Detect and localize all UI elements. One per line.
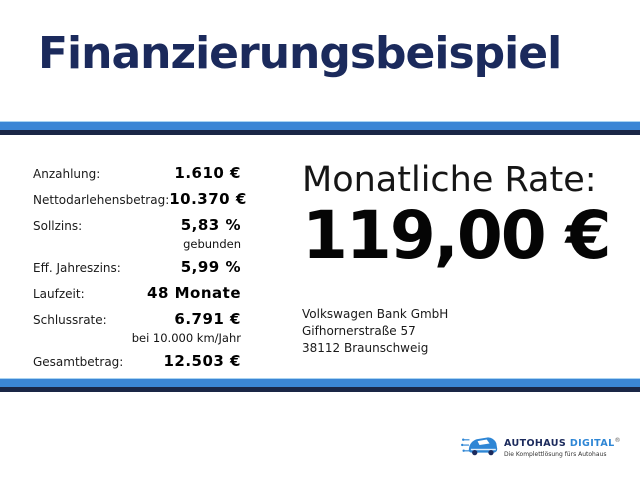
divider-bar-top-blue <box>0 121 640 130</box>
detail-row-anzahlung: Anzahlung: 1.610 € <box>33 164 241 182</box>
page-title: Finanzierungsbeispiel <box>38 28 562 79</box>
detail-label: Gesamtbetrag: <box>33 355 124 369</box>
detail-value: 48 Monate <box>147 284 241 302</box>
detail-note-schlussrate: bei 10.000 km/Jahr <box>131 331 241 345</box>
bank-address-line: Volkswagen Bank GmbH <box>302 307 449 321</box>
divider-bar-bottom <box>0 378 640 392</box>
detail-row-schlussrate: Schlussrate: 6.791 € <box>33 310 241 328</box>
detail-row-nettodarlehensbetrag: Nettodarlehensbetrag: 10.370 € <box>33 190 246 208</box>
divider-bar-top-navy <box>0 130 640 135</box>
detail-label: Laufzeit: <box>33 287 85 301</box>
detail-label: Schlussrate: <box>33 313 107 327</box>
detail-row-sollzins: Sollzins: 5,83 % <box>33 216 241 234</box>
detail-row-laufzeit: Laufzeit: 48 Monate <box>33 284 241 302</box>
divider-bar-bottom-navy <box>0 387 640 392</box>
logo-name-secondary: DIGITAL <box>569 438 615 450</box>
bank-address: Volkswagen Bank GmbH Gifhornerstraße 57 … <box>302 306 632 357</box>
detail-row-eff-jahreszins: Eff. Jahreszins: 5,99 % <box>33 258 241 276</box>
financing-details: Anzahlung: 1.610 € Nettodarlehensbetrag:… <box>33 164 246 378</box>
detail-value: 1.610 € <box>174 164 241 182</box>
bank-address-line: 38112 Braunschweig <box>302 341 429 355</box>
monthly-rate-section: Monatliche Rate: 119,00 € Volkswagen Ban… <box>302 160 632 357</box>
detail-row-gesamtbetrag: Gesamtbetrag: 12.503 € <box>33 352 241 370</box>
divider-bar-top <box>0 121 640 135</box>
detail-label: Eff. Jahreszins: <box>33 261 121 275</box>
detail-value: 10.370 € <box>169 190 247 208</box>
logo-name-primary: AUTOHAUS <box>504 438 567 450</box>
detail-label: Sollzins: <box>33 219 83 233</box>
detail-value: 5,99 % <box>180 258 241 276</box>
divider-bar-bottom-blue <box>0 378 640 387</box>
monthly-rate-value: 119,00 € <box>302 197 612 274</box>
detail-note-sollzins: gebunden <box>183 237 241 251</box>
logo-tagline: Die Komplettlösung fürs Autohaus <box>504 450 607 458</box>
detail-label: Nettodarlehensbetrag: <box>33 193 170 207</box>
logo-wordmark: AUTOHAUS DIGITAL® <box>504 435 621 449</box>
detail-value: 6.791 € <box>174 310 241 328</box>
autohaus-digital-logo: AUTOHAUS DIGITAL® Die Komplettlösung für… <box>461 433 621 460</box>
registered-mark: ® <box>614 437 621 445</box>
bank-address-line: Gifhornerstraße 57 <box>302 324 416 338</box>
detail-value: 5,83 % <box>180 216 241 234</box>
detail-label: Anzahlung: <box>33 167 101 181</box>
logo-text-block: AUTOHAUS DIGITAL® Die Komplettlösung für… <box>504 435 621 457</box>
car-icon <box>461 433 498 460</box>
monthly-rate-label: Monatliche Rate: <box>302 160 597 200</box>
detail-value: 12.503 € <box>163 352 241 370</box>
